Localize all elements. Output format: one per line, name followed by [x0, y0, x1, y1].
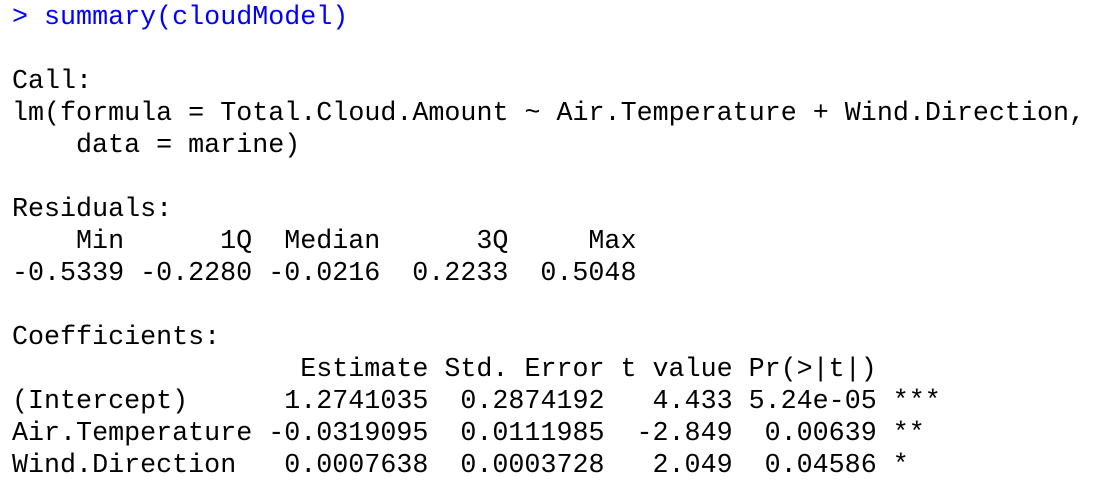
- coef-column-header: Pr(>|t|): [748, 355, 877, 385]
- coefficients-header: Estimate Std. Error t value Pr(>|t|): [12, 354, 1099, 386]
- residual-stat-name: 3Q: [476, 227, 509, 257]
- residual-stat-value: -0.0216: [268, 259, 381, 289]
- coefficients-label: Coefficients:: [12, 323, 221, 353]
- std-error: 0.0003728: [460, 451, 605, 481]
- residual-stat-value: 0.2233: [412, 259, 509, 289]
- coef-row: (Intercept) 1.2741035 0.2874192 4.433 5.24e-…: [12, 386, 1099, 418]
- t-value: 4.433: [652, 387, 733, 417]
- significance: **: [892, 419, 925, 449]
- term: Air.Temperature: [12, 419, 253, 449]
- estimate: 0.0007638: [284, 451, 429, 481]
- residual-stat-value: 0.5048: [540, 259, 637, 289]
- coef-row: Wind.Direction 0.0007638 0.0003728 2.049 0.0…: [12, 450, 1099, 482]
- prompt: >: [12, 3, 29, 33]
- coef-column-header: Estimate: [300, 355, 429, 385]
- residual-stat-name: 1Q: [220, 227, 253, 257]
- t-value: 2.049: [652, 451, 733, 481]
- call-label: Call:: [12, 67, 93, 97]
- coef-row: Air.Temperature -0.0319095 0.0111985 -2.849…: [12, 418, 1099, 450]
- term: (Intercept): [12, 387, 189, 417]
- p-value: 5.24e-05: [748, 387, 877, 417]
- residual-stat-name: Max: [588, 227, 637, 257]
- residual-stat-name: Min: [76, 227, 125, 257]
- residual-stat-value: -0.5339: [12, 259, 125, 289]
- residual-stat-name: Median: [284, 227, 381, 257]
- estimate: -0.0319095: [268, 419, 429, 449]
- t-value: -2.849: [636, 419, 733, 449]
- p-value: 0.00639: [764, 419, 877, 449]
- significance: ***: [892, 387, 941, 417]
- call-line: data = marine): [76, 131, 301, 161]
- command-line: > summary(cloudModel): [12, 2, 1099, 34]
- coefficients-rows: (Intercept) 1.2741035 0.2874192 4.433 5.24e-…: [12, 386, 1099, 482]
- std-error: 0.2874192: [460, 387, 605, 417]
- coef-column-header: Std. Error: [444, 355, 605, 385]
- term: Wind.Direction: [12, 451, 237, 481]
- command: summary(cloudModel): [44, 3, 349, 33]
- residuals-label: Residuals:: [12, 195, 173, 225]
- estimate: 1.2741035: [284, 387, 429, 417]
- residuals-header: Min 1Q Median 3Q Max: [12, 226, 1099, 258]
- std-error: 0.0111985: [460, 419, 605, 449]
- residuals-values: -0.5339 -0.2280 -0.0216 0.2233 0.5048: [12, 258, 1099, 290]
- significance: *: [892, 451, 909, 481]
- residual-stat-value: -0.2280: [140, 259, 253, 289]
- coef-column-header: t value: [620, 355, 733, 385]
- p-value: 0.04586: [764, 451, 877, 481]
- call-line: lm(formula = Total.Cloud.Amount ~ Air.Te…: [12, 99, 1086, 129]
